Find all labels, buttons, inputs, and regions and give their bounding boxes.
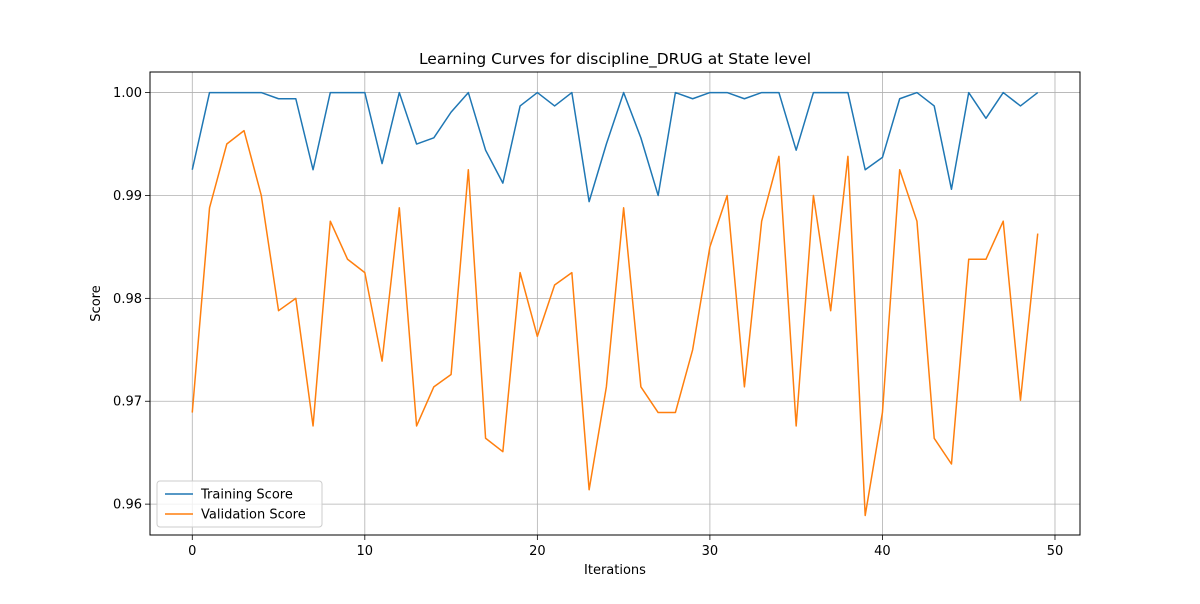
x-tick-label: 20 (529, 544, 546, 559)
validation-score-line (191, 129, 1039, 517)
chart-title: Learning Curves for discipline_DRUG at S… (419, 50, 811, 69)
x-tick-label: 10 (357, 544, 374, 559)
x-tick-label: 0 (188, 544, 196, 559)
training-score-line (191, 91, 1039, 203)
series-layer (191, 91, 1039, 517)
y-tick-label: 0.96 (113, 498, 142, 513)
legend-validation-label: Validation Score (201, 508, 306, 523)
legend: Training Score Validation Score (156, 480, 323, 528)
x-tick-label: 50 (1047, 544, 1064, 559)
y-tick-label: 1.00 (113, 86, 142, 101)
y-axis-label: Score (89, 285, 104, 321)
y-tick-label: 0.98 (113, 292, 142, 307)
x-tick-label: 30 (702, 544, 719, 559)
x-tick-label: 40 (874, 544, 891, 559)
grid-layer (150, 72, 1080, 535)
ticks-layer: 0 10 20 30 40 50 0.96 0.97 0.98 0.99 1.00 (113, 86, 1063, 559)
x-axis-label: Iterations (584, 563, 646, 578)
plot-frame (149, 71, 1081, 536)
legend-training-label: Training Score (200, 488, 293, 503)
y-tick-label: 0.99 (113, 189, 142, 204)
legend-box (156, 480, 323, 528)
y-tick-label: 0.97 (113, 395, 142, 410)
